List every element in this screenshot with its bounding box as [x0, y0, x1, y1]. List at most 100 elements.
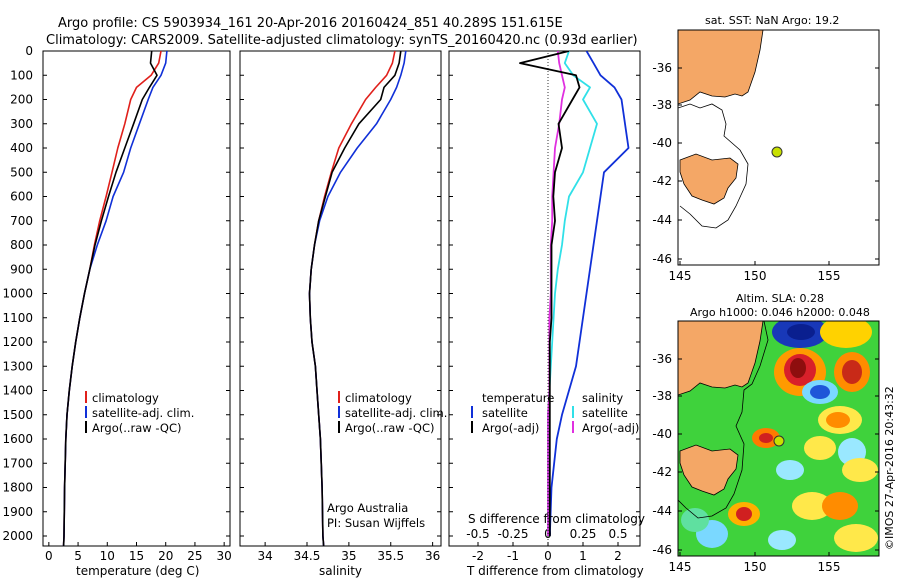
depth-tick-label: 400: [10, 141, 33, 155]
temperature-legend: climatology satellite-adj. clim. Argo(..…: [85, 391, 194, 435]
profile-line-satellite-adj-clim: [62, 51, 168, 546]
lat-tick-label: -44: [652, 213, 672, 227]
lon-tick-label: 155: [818, 269, 841, 283]
x-tick-label: 34.5: [294, 549, 321, 563]
lon-tick-label: 145: [669, 269, 692, 283]
depth-tick-label: 600: [10, 190, 33, 204]
lat-tick-label: -38: [652, 98, 672, 112]
depth-tick-label: 1000: [2, 287, 33, 301]
sla-map: Altim. SLA: 0.28 Argo h1000: 0.046 h2000…: [652, 292, 896, 574]
depth-axis: 0 100 200 300 400 500 600 700 800 900 1000 1100 1200…: [2, 44, 640, 543]
depth-tick-label: 1500: [2, 408, 33, 422]
legend-label-s-satellite: satellite: [582, 406, 628, 420]
depth-tick-label: 0: [25, 44, 33, 58]
x-tick-label: -0.25: [497, 527, 528, 541]
x-tick-label: 25: [187, 549, 202, 563]
imos-stamp: ©IMOS 27-Apr-2016 20:43:32: [883, 386, 896, 550]
lat-tick-label: -44: [652, 504, 672, 518]
x-tick-label: 0.5: [608, 527, 627, 541]
x-tick-label: 0: [544, 549, 552, 563]
depth-tick-label: 800: [10, 238, 33, 252]
header-line-1: Argo profile: CS 5903934_161 20-Apr-2016…: [58, 16, 563, 31]
lat-tick-label: -38: [652, 389, 672, 403]
x-tick-label: 5: [74, 549, 82, 563]
salinity-xlabel: salinity: [319, 564, 362, 578]
legend-label-t-argo: Argo(-adj): [482, 421, 539, 435]
profile-line-climatology: [62, 51, 162, 546]
salinity-lines: [308, 51, 407, 546]
legend-label-satellite: satellite-adj. clim.: [345, 406, 447, 420]
salinity-x-axis: 34 34.5 35 35.5 36: [257, 542, 440, 563]
tasmania: [679, 153, 739, 205]
credit-org: Argo Australia: [327, 501, 408, 515]
depth-tick-label: 1100: [2, 311, 33, 325]
lat-tick-label: -36: [652, 352, 672, 366]
legend-label-argo: Argo(..raw -QC): [92, 421, 182, 435]
depth-tick-label: 1300: [2, 359, 33, 373]
difference-panel-frame: [448, 50, 641, 547]
x-tick-label: 1: [579, 549, 587, 563]
t-difference-xlabel: T difference from climatology: [466, 564, 644, 578]
depth-tick-label: 1400: [2, 384, 33, 398]
depth-tick-label: 200: [10, 93, 33, 107]
x-tick-label: 2: [614, 549, 622, 563]
sst-map-axes: -36 -38 -40 -42 -44 -46 145 150 155: [652, 61, 879, 283]
x-tick-label: 36: [425, 549, 440, 563]
difference-lines: [519, 51, 630, 537]
depth-tick-label: 2000: [2, 529, 33, 543]
lon-tick-label: 150: [744, 560, 767, 574]
legend-label-satellite: satellite-adj. clim.: [92, 406, 194, 420]
header-line-2: Climatology: CARS2009. Satellite-adjuste…: [46, 33, 638, 48]
x-tick-label: 0.25: [570, 527, 597, 541]
profile-line-argo-raw-qc: [62, 51, 158, 546]
depth-tick-label: 300: [10, 117, 33, 131]
shelf-contour: [678, 321, 769, 519]
legend-label-climatology: climatology: [92, 391, 159, 405]
temperature-panel-frame: [42, 50, 231, 547]
profile-line-salinity-satellite: [547, 51, 598, 536]
profile-line-temperature-argo-adj: [519, 51, 581, 536]
credit-pi: PI: Susan Wijffels: [327, 516, 425, 530]
salinity-panel-frame: [239, 50, 442, 547]
sla-map-frame: [677, 320, 880, 557]
shelf-contour: [678, 103, 749, 229]
depth-tick-label: 1700: [2, 456, 33, 470]
depth-tick-label: 700: [10, 214, 33, 228]
lon-tick-label: 155: [818, 560, 841, 574]
temperature-xlabel: temperature (deg C): [76, 564, 199, 578]
sla-map-title-2: Argo h1000: 0.046 h2000: 0.048: [690, 306, 870, 319]
x-tick-label: 30: [217, 549, 232, 563]
lat-tick-label: -42: [652, 174, 672, 188]
depth-tick-label: 1900: [2, 505, 33, 519]
argo-float-marker: [771, 146, 783, 158]
x-tick-label: 34: [257, 549, 272, 563]
lon-tick-label: 145: [669, 560, 692, 574]
x-tick-label: 35: [341, 549, 356, 563]
s-difference-label: S difference from climatology: [468, 512, 645, 526]
depth-tick-label: 1200: [2, 335, 33, 349]
legend-head-temperature: temperature: [482, 391, 554, 405]
x-tick-label: -2: [472, 549, 484, 563]
lat-tick-label: -46: [652, 543, 672, 557]
lat-tick-label: -36: [652, 61, 672, 75]
lat-tick-label: -40: [652, 427, 672, 441]
legend-label-t-satellite: satellite: [482, 406, 528, 420]
x-tick-label: 35.5: [377, 549, 404, 563]
difference-legend: temperature satellite Argo(-adj) salinit…: [471, 391, 639, 435]
sla-field: [681, 321, 878, 552]
lon-tick-label: 150: [744, 269, 767, 283]
lat-tick-label: -46: [652, 252, 672, 266]
temperature-lines: [62, 51, 168, 546]
x-tick-label: 10: [100, 549, 115, 563]
difference-x-axes: -2 -1 0 1 2-0.5 -0.25 0 0.25 0.5: [466, 527, 627, 563]
legend-label-climatology: climatology: [345, 391, 412, 405]
depth-tick-label: 900: [10, 262, 33, 276]
depth-tick-label: 1600: [2, 432, 33, 446]
legend-label-s-argo: Argo(-adj): [582, 421, 639, 435]
depth-tick-label: 500: [10, 165, 33, 179]
temperature-x-axis: 0 5 10 15 20 25 30: [45, 542, 232, 563]
x-tick-label: 15: [129, 549, 144, 563]
lat-tick-label: -42: [652, 465, 672, 479]
legend-head-salinity: salinity: [582, 391, 623, 405]
lat-tick-label: -40: [652, 136, 672, 150]
